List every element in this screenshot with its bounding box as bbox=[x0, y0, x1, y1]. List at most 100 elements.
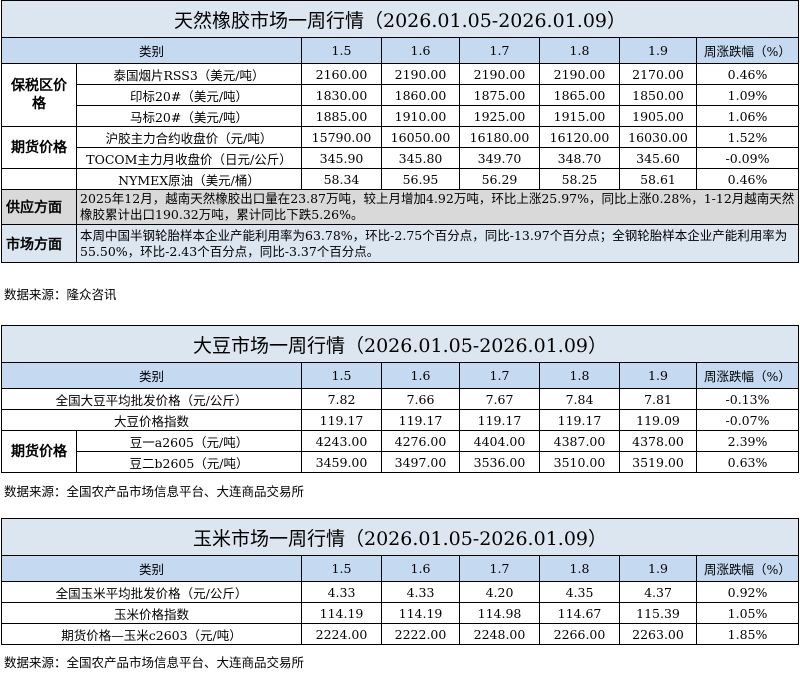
header-cell: 1.7 bbox=[459, 362, 540, 389]
value-cell: 4.33 bbox=[381, 581, 460, 603]
header-row: 类别 1.5 1.6 1.7 1.8 1.9 周涨跌幅（%） bbox=[1, 37, 799, 64]
value-cell: 119.17 bbox=[459, 409, 540, 431]
value-cell: 345.60 bbox=[619, 147, 697, 169]
value-cell: 58.34 bbox=[301, 168, 382, 190]
group-label: 保税区价格 bbox=[1, 63, 77, 127]
value-cell: 58.61 bbox=[619, 168, 697, 190]
value-cell: 7.66 bbox=[381, 388, 460, 410]
value-cell: 2248.00 bbox=[459, 623, 540, 645]
value-cell: 2222.00 bbox=[381, 623, 460, 645]
value-cell: 1925.00 bbox=[459, 105, 540, 127]
value-cell: 115.39 bbox=[619, 602, 697, 624]
value-cell: 56.95 bbox=[381, 168, 460, 190]
value-cell: 16120.00 bbox=[539, 126, 620, 148]
header-cell: 1.9 bbox=[619, 37, 697, 64]
value-cell: 349.70 bbox=[459, 147, 540, 169]
header-row: 类别 1.5 1.6 1.7 1.8 1.9 周涨跌幅（%） bbox=[1, 555, 799, 582]
note-row: 供应方面 2025年12月，越南天然橡胶出口量在23.87万吨，较上月增加4.92… bbox=[1, 189, 799, 225]
data-row: TOCOM主力月收盘价（日元/公斤） 345.90 345.80 349.70 348.… bbox=[2, 147, 799, 169]
value-cell: 1905.00 bbox=[619, 105, 697, 127]
value-cell: 7.84 bbox=[539, 388, 620, 410]
header-cell: 1.8 bbox=[539, 37, 620, 64]
title-row: 天然橡胶市场一周行情（2026.01.05-2026.01.09） bbox=[1, 0, 799, 38]
data-row: 大豆价格指数 119.17 119.17 119.17 119.17 119.09 -0.0… bbox=[1, 409, 799, 431]
header-cell: 周涨跌幅（%） bbox=[696, 362, 799, 389]
row-label: 玉米价格指数 bbox=[1, 602, 302, 624]
row-label: 豆一a2605（元/吨） bbox=[76, 430, 302, 452]
row-label: 豆二b2605（元/吨） bbox=[76, 451, 302, 473]
header-cell: 周涨跌幅（%） bbox=[696, 37, 799, 64]
row-label: 全国玉米平均批发价格（元/公斤） bbox=[1, 581, 302, 603]
row-label: 沪胶主力合约收盘价（元/吨） bbox=[76, 126, 302, 148]
value-cell: 7.81 bbox=[619, 388, 697, 410]
group-label: 期货价格 bbox=[1, 430, 77, 473]
value-cell: 119.17 bbox=[301, 409, 382, 431]
value-cell: 4404.00 bbox=[459, 430, 540, 452]
note-text: 本周中国半钢轮胎样本企业产能利用率为63.78%，环比-2.75个百分点，同比-… bbox=[76, 224, 799, 263]
value-cell: 2190.00 bbox=[459, 63, 540, 85]
value-cell: 0.63% bbox=[696, 451, 799, 473]
value-cell: 4.35 bbox=[539, 581, 620, 603]
data-row: 印标20#（美元/吨） 1830.00 1860.00 1875.00 1865.00 1… bbox=[2, 84, 799, 106]
header-cell: 1.9 bbox=[619, 362, 697, 389]
row-label: TOCOM主力月收盘价（日元/公斤） bbox=[76, 147, 302, 169]
value-cell: 119.09 bbox=[619, 409, 697, 431]
value-cell: 4378.00 bbox=[619, 430, 697, 452]
value-cell: 2224.00 bbox=[301, 623, 382, 645]
data-source: 数据来源：全国农产品市场信息平台、大连商品交易所 bbox=[4, 655, 305, 670]
market-table: 大豆市场一周行情（2026.01.05-2026.01.09） 类别 1.5 1.6 1… bbox=[1, 325, 799, 473]
value-cell: 4.20 bbox=[459, 581, 540, 603]
note-row: 市场方面 本周中国半钢轮胎样本企业产能利用率为63.78%，环比-2.75个百分点… bbox=[1, 224, 799, 263]
header-cell: 1.6 bbox=[381, 555, 460, 582]
value-cell: 3536.00 bbox=[459, 451, 540, 473]
header-cell: 1.7 bbox=[459, 555, 540, 582]
value-cell: 2190.00 bbox=[381, 63, 460, 85]
row-label: 印标20#（美元/吨） bbox=[76, 84, 302, 106]
data-row: 期货价格 沪胶主力合约收盘价（元/吨） 15790.00 16050.00 16180.… bbox=[1, 126, 799, 169]
value-cell: 2263.00 bbox=[619, 623, 697, 645]
data-row: 豆二b2605（元/吨） 3459.00 3497.00 3536.00 3510.00… bbox=[2, 451, 799, 473]
value-cell: 1.52% bbox=[696, 126, 799, 148]
value-cell: 56.29 bbox=[459, 168, 540, 190]
value-cell: 4276.00 bbox=[381, 430, 460, 452]
note-label: 市场方面 bbox=[1, 224, 77, 263]
value-cell: 1865.00 bbox=[539, 84, 620, 106]
value-cell: 2190.00 bbox=[539, 63, 620, 85]
value-cell: 119.17 bbox=[381, 409, 460, 431]
header-cell: 1.9 bbox=[619, 555, 697, 582]
data-row: NYMEX原油（美元/桶） 58.34 56.95 56.29 58.25 58.61 0.… bbox=[1, 168, 799, 190]
value-cell: 1875.00 bbox=[459, 84, 540, 106]
value-cell: 1.05% bbox=[696, 602, 799, 624]
value-cell: 15790.00 bbox=[301, 126, 382, 148]
header-cell: 类别 bbox=[1, 362, 302, 389]
table-title: 玉米市场一周行情（2026.01.05-2026.01.09） bbox=[1, 518, 799, 556]
value-cell: 114.98 bbox=[459, 602, 540, 624]
value-cell: 3510.00 bbox=[539, 451, 620, 473]
value-cell: 4243.00 bbox=[301, 430, 382, 452]
header-cell: 1.6 bbox=[381, 362, 460, 389]
value-cell: 2.39% bbox=[696, 430, 799, 452]
data-row: 全国大豆平均批发价格（元/公斤） 7.82 7.66 7.67 7.84 7.81 -0.1… bbox=[1, 388, 799, 410]
data-source: 数据来源：全国农产品市场信息平台、大连商品交易所 bbox=[4, 484, 305, 499]
value-cell: -0.09% bbox=[696, 147, 799, 169]
value-cell: 0.46% bbox=[696, 168, 799, 190]
header-cell: 1.7 bbox=[459, 37, 540, 64]
value-cell: 4387.00 bbox=[539, 430, 620, 452]
data-source: 数据来源：隆众咨讯 bbox=[4, 287, 117, 302]
value-cell: 3497.00 bbox=[381, 451, 460, 473]
value-cell: 4.37 bbox=[619, 581, 697, 603]
value-cell: 16180.00 bbox=[459, 126, 540, 148]
header-cell: 类别 bbox=[1, 555, 302, 582]
row-label: NYMEX原油（美元/桶） bbox=[76, 168, 302, 190]
row-label: 泰国烟片RSS3（美元/吨） bbox=[76, 63, 302, 85]
value-cell: 1860.00 bbox=[381, 84, 460, 106]
row-label: 马标20#（美元/吨） bbox=[76, 105, 302, 127]
data-row: 保税区价格 泰国烟片RSS3（美元/吨） 2160.00 2190.00 2190.00… bbox=[1, 63, 799, 127]
row-label: 全国大豆平均批发价格（元/公斤） bbox=[1, 388, 302, 410]
table-title: 大豆市场一周行情（2026.01.05-2026.01.09） bbox=[1, 325, 799, 363]
header-cell: 1.5 bbox=[301, 362, 382, 389]
value-cell: 345.80 bbox=[381, 147, 460, 169]
header-cell: 类别 bbox=[1, 37, 302, 64]
value-cell: 348.70 bbox=[539, 147, 620, 169]
